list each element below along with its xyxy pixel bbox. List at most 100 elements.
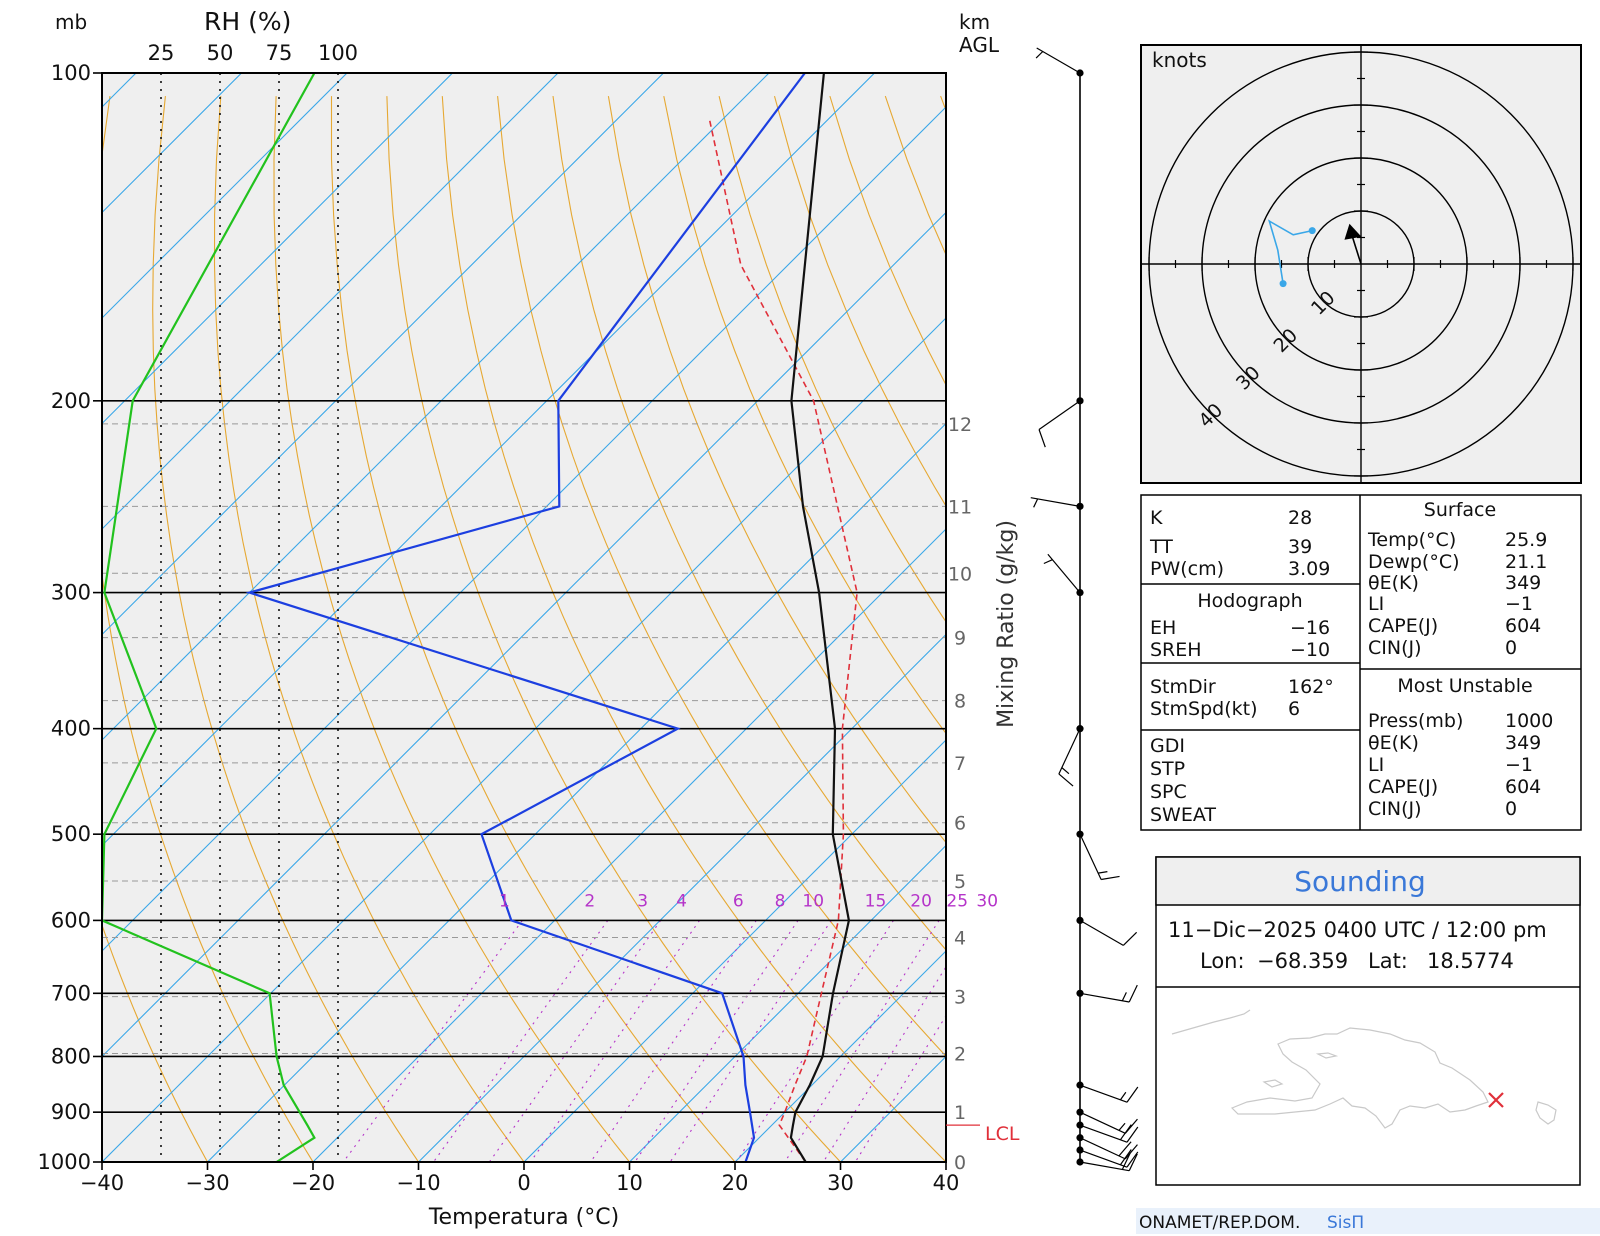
temperature-tick-label: 10	[616, 1171, 643, 1195]
temperature-tick-label: 30	[827, 1171, 854, 1195]
title-band	[1155, 856, 1581, 906]
wind-barb-half-flag	[1119, 1091, 1127, 1101]
hispaniola-map	[1171, 1009, 1557, 1129]
wind-barb-staff	[1036, 47, 1081, 74]
mixing-ratio-tick: 20	[910, 891, 932, 911]
mu-cape-value: 604	[1505, 776, 1541, 798]
temperature-tick-label: −10	[396, 1171, 440, 1195]
skewt-curves	[102, 73, 858, 1162]
dry-adiabat-line	[102, 1160, 103, 1162]
dry-adiabat-line	[386, 96, 842, 1162]
wind-barb-flag	[1058, 773, 1074, 787]
hodograph-unit-label: knots	[1152, 48, 1207, 72]
mixing-ratio-line	[433, 920, 609, 1162]
wind-barb-flag	[1101, 875, 1120, 881]
mixing-ratio-tick: 30	[976, 891, 998, 911]
isotherm-line	[102, 106, 946, 952]
cuba-coast	[1171, 1009, 1251, 1035]
pressure-tick-label: 700	[51, 981, 91, 1005]
mixing-ratio-tick: 6	[733, 891, 744, 911]
surface-li-label: LI	[1368, 593, 1384, 615]
dry-adiabat-line	[607, 96, 946, 844]
mixing-ratio-tick: 4	[676, 891, 687, 911]
isotherm-line	[523, 739, 946, 1162]
surface-cin-label: CIN(J)	[1368, 637, 1422, 659]
mixing-ratio-tick: 10	[802, 891, 824, 911]
km-agl-label: AGL	[959, 33, 1000, 57]
gdi-label: GDI	[1150, 735, 1185, 757]
eh-value: −16	[1290, 617, 1330, 639]
surface-thetae-label: θE(K)	[1368, 572, 1419, 594]
mu-cape-label: CAPE(J)	[1368, 776, 1438, 798]
isotherm-line	[417, 633, 946, 1162]
wind-barb-staff	[1079, 1149, 1128, 1168]
rh-tick-label: 50	[207, 41, 234, 65]
station-x-icon	[1488, 1092, 1504, 1108]
wind-barb-staff	[1058, 728, 1081, 775]
km-agl-tick: 6	[954, 813, 966, 835]
footer-background	[1136, 1208, 1600, 1234]
hodograph-section-header: Hodograph	[1197, 590, 1302, 612]
surface-temp-value: 25.9	[1505, 529, 1547, 551]
wind-barb-flag	[1119, 1149, 1132, 1166]
wind-barb-staff	[1079, 1137, 1126, 1160]
dewpoint-line	[245, 73, 806, 1162]
dry-adiabat-line	[213, 96, 525, 1162]
most-unstable-header: Most Unstable	[1397, 675, 1532, 697]
mixing-ratio-line	[488, 920, 662, 1162]
hodograph-trace	[1267, 219, 1313, 284]
storm-motion-arrow-icon	[1344, 223, 1362, 240]
wind-barb-flag	[1122, 931, 1138, 946]
tt-index-value: 39	[1288, 536, 1312, 558]
storm-motion-vector	[1350, 233, 1362, 265]
mixing-ratio-line	[530, 920, 700, 1162]
isotherm-line	[0, 49, 55, 1185]
mixing-ratio-axis-label: Mixing Ratio (g/kg)	[994, 520, 1019, 728]
pressure-tick-label: 100	[51, 61, 91, 85]
wind-barb-staff	[1079, 833, 1102, 880]
pressure-tick-label: 500	[51, 822, 91, 846]
km-agl-tick: 10	[948, 563, 972, 585]
storm-speed-label: StmSpd(kt)	[1150, 698, 1257, 720]
isotherm-line	[102, 211, 946, 1058]
wind-barb-staff	[1079, 1124, 1128, 1143]
storm-direction-value: 162°	[1288, 676, 1334, 698]
isotherm-line	[102, 73, 770, 741]
eh-label: EH	[1150, 617, 1176, 639]
indices-table: K 28 TT 39 PW(cm) 3.09 Hodograph EH −16 …	[1140, 494, 1582, 831]
hodograph-start-dot	[1279, 280, 1287, 288]
km-axis-label: km	[959, 10, 990, 34]
footer-organization: ONAMET/REP.DOM.	[1139, 1213, 1300, 1233]
temperature-axis-label: Temperatura (°C)	[428, 1205, 619, 1230]
mixing-ratio-tick: 25	[946, 891, 968, 911]
wind-barb-staff	[1030, 497, 1081, 507]
sreh-value: −10	[1290, 639, 1330, 661]
isotherm-line	[102, 73, 559, 530]
km-agl-tick: 4	[954, 927, 966, 949]
sweat-label: SWEAT	[1150, 804, 1216, 826]
mixing-ratio-tick: 1	[499, 891, 510, 911]
pressure-tick-label: 300	[51, 581, 91, 605]
wind-barb-half-flag	[1033, 498, 1039, 508]
k-index-label: K	[1150, 507, 1163, 529]
wind-barb-column	[1030, 47, 1139, 1172]
wind-barb-flag	[1126, 1086, 1139, 1103]
isotherm-line	[102, 73, 348, 319]
wind-barb-half-flag	[1061, 767, 1070, 775]
wind-barb-flag	[1126, 1126, 1139, 1143]
wind-barb-half-flag	[1118, 1122, 1126, 1131]
tortuga-island	[1315, 1052, 1339, 1059]
surface-li-value: −1	[1505, 593, 1533, 615]
sounding-title: Sounding	[1294, 865, 1425, 898]
km-agl-tick: 5	[954, 871, 966, 893]
surface-section-header: Surface	[1424, 499, 1496, 521]
wind-barb-staff	[1047, 553, 1081, 593]
wind-barb-flag	[1128, 1153, 1138, 1171]
mixing-ratio-tick: 3	[637, 891, 648, 911]
pressure-tick-label: 400	[51, 717, 91, 741]
footer-bar: ONAMET/REP.DOM. SisΠ	[1136, 1208, 1600, 1234]
temperature-tick-label: 0	[517, 1171, 530, 1195]
dry-adiabat-line	[152, 96, 420, 1162]
